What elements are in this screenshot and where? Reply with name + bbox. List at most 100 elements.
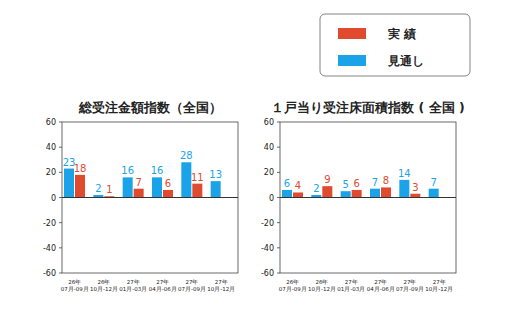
legend-swatch bbox=[338, 55, 366, 66]
data-label: 6 bbox=[284, 178, 290, 189]
y-tick bbox=[277, 197, 280, 198]
y-tick bbox=[59, 147, 62, 148]
x-tick-label: 27年10月-12月 bbox=[207, 279, 235, 292]
x-tick-line: 26年 bbox=[98, 279, 111, 285]
legend-label: 見通し bbox=[387, 54, 424, 68]
x-tick-label: 26年10月-12月 bbox=[308, 279, 336, 292]
x-tick-line: 10月-12月 bbox=[425, 286, 453, 292]
bar bbox=[381, 187, 391, 197]
bar bbox=[163, 190, 173, 198]
x-tick-label: 27年07月-09月 bbox=[396, 279, 424, 292]
plot-frame bbox=[280, 122, 456, 273]
bar bbox=[75, 175, 85, 198]
x-tick-line: 27年 bbox=[345, 279, 358, 285]
bars bbox=[64, 162, 221, 197]
x-tick-label: 27年04月-06月 bbox=[367, 279, 395, 292]
x-tick-label: 27年04月-06月 bbox=[149, 279, 177, 292]
y-tick-label: 60 bbox=[264, 118, 274, 127]
x-tick-line: 07月-09月 bbox=[396, 286, 424, 292]
data-label: 18 bbox=[74, 163, 87, 174]
x-tick-line: 01月-03月 bbox=[119, 286, 147, 292]
chart-title: 総受注金額指数（全国） bbox=[78, 100, 222, 115]
data-label: 2 bbox=[95, 183, 101, 194]
data-label: 16 bbox=[121, 165, 134, 176]
y-tick bbox=[277, 122, 280, 123]
x-tick-line: 04月-06月 bbox=[149, 286, 177, 292]
y-tick-label: 60 bbox=[46, 118, 56, 127]
data-label: 14 bbox=[398, 168, 411, 179]
bar bbox=[282, 190, 292, 198]
data-label: 5 bbox=[342, 179, 348, 190]
x-tick-line: 27年 bbox=[186, 279, 199, 285]
bar bbox=[352, 190, 362, 198]
y-tick bbox=[277, 247, 280, 248]
x-tick-label: 26年07月-09月 bbox=[61, 279, 89, 292]
x-tick-label: 27年07月-09月 bbox=[178, 279, 206, 292]
data-label: 4 bbox=[295, 180, 301, 191]
y-tick bbox=[277, 172, 280, 173]
chart-title: １戸当り受注床面積指数 ( 全国 ) bbox=[271, 100, 464, 115]
x-tick-line: 10月-12月 bbox=[90, 286, 118, 292]
data-label: 28 bbox=[180, 150, 193, 161]
x-tick-line: 26年 bbox=[286, 279, 299, 285]
data-label: 7 bbox=[372, 177, 378, 188]
y-tick-label: -40 bbox=[43, 244, 56, 253]
y-tick-label: -20 bbox=[43, 219, 56, 228]
bar bbox=[64, 169, 74, 198]
y-tick-label: -60 bbox=[43, 269, 56, 278]
bar bbox=[399, 180, 409, 198]
x-tick-line: 27年 bbox=[433, 279, 446, 285]
y-tick bbox=[59, 222, 62, 223]
legend-swatch bbox=[338, 28, 366, 39]
y-tick-label: 40 bbox=[264, 143, 274, 152]
data-label: 16 bbox=[151, 165, 164, 176]
data-label: 3 bbox=[412, 182, 418, 193]
x-tick-line: 04月-06月 bbox=[367, 286, 395, 292]
plot-frame bbox=[62, 122, 238, 273]
x-tick-line: 26年 bbox=[68, 279, 81, 285]
x-tick-line: 27年 bbox=[215, 279, 228, 285]
x-tick-line: 10月-12月 bbox=[207, 286, 235, 292]
y-tick-label: -60 bbox=[261, 269, 274, 278]
data-label: 6 bbox=[353, 178, 359, 189]
x-tick-line: 07月-09月 bbox=[279, 286, 307, 292]
data-label: 23 bbox=[63, 157, 76, 168]
y-tick-label: 0 bbox=[51, 194, 56, 203]
data-label: 8 bbox=[383, 175, 389, 186]
x-tick-line: 27年 bbox=[374, 279, 387, 285]
bar bbox=[192, 184, 202, 198]
data-label: 9 bbox=[324, 174, 330, 185]
legend: 実 績見通し bbox=[320, 14, 470, 76]
bar bbox=[293, 192, 303, 197]
legend-box bbox=[320, 14, 470, 76]
y-tick bbox=[59, 273, 62, 274]
bar bbox=[211, 181, 221, 197]
legend-label: 実 績 bbox=[387, 27, 416, 41]
bar bbox=[410, 194, 420, 198]
x-tick-label: 27年01月-03月 bbox=[119, 279, 147, 292]
bar bbox=[341, 191, 351, 197]
data-label: 7 bbox=[135, 177, 141, 188]
y-tick bbox=[59, 247, 62, 248]
y-tick-label: -40 bbox=[261, 244, 274, 253]
x-tick-label: 27年10月-12月 bbox=[425, 279, 453, 292]
data-label: 6 bbox=[165, 178, 171, 189]
bar bbox=[134, 189, 144, 198]
x-tick-line: 01月-03月 bbox=[337, 286, 365, 292]
bar bbox=[181, 162, 191, 197]
canvas: 総受注金額指数（全国）-60-40-200204060182326年07月-09… bbox=[0, 0, 521, 311]
bar bbox=[370, 189, 380, 198]
y-tick bbox=[277, 222, 280, 223]
y-tick-label: 20 bbox=[264, 168, 274, 177]
y-tick bbox=[59, 197, 62, 198]
x-tick-line: 27年 bbox=[127, 279, 140, 285]
x-tick-line: 07月-09月 bbox=[178, 286, 206, 292]
data-label: 13 bbox=[209, 169, 222, 180]
data-label: 11 bbox=[191, 172, 204, 183]
y-tick-label: 40 bbox=[46, 143, 56, 152]
x-tick-line: 07月-09月 bbox=[61, 286, 89, 292]
x-tick-label: 26年07月-09月 bbox=[279, 279, 307, 292]
x-tick-line: 27年 bbox=[156, 279, 169, 285]
x-tick-line: 26年 bbox=[316, 279, 329, 285]
y-tick-label: -20 bbox=[261, 219, 274, 228]
